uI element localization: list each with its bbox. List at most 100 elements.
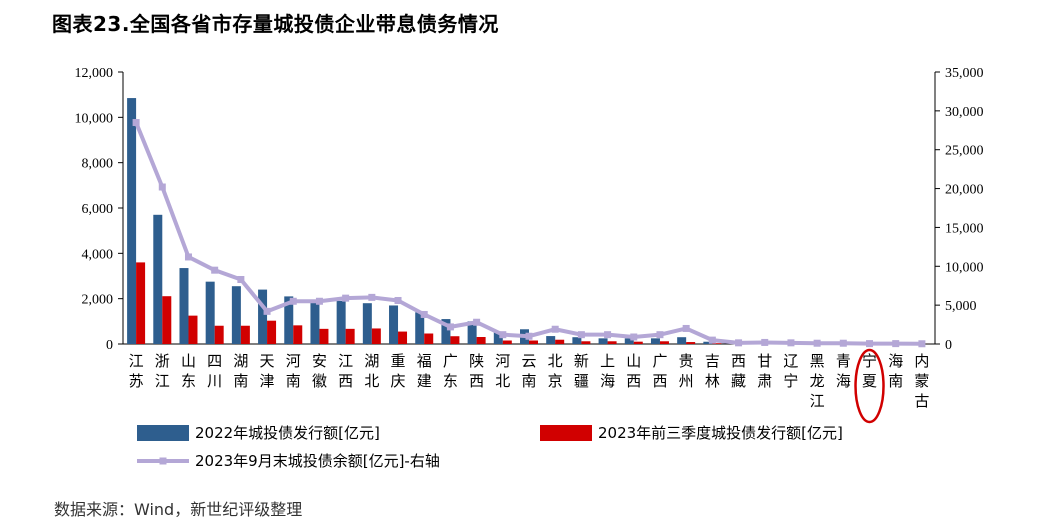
bar-2022-issuance xyxy=(258,289,268,344)
bar-2022-issuance xyxy=(127,98,137,344)
line-point-2023-sept-balance xyxy=(787,339,795,347)
figure-title: 图表23.全国各省市存量城投债企业带息债务情况 xyxy=(52,12,499,36)
bar-2023q3-issuance xyxy=(659,341,669,344)
legend-2023-sept-balance-marker xyxy=(159,457,167,465)
bar-2023q3-issuance xyxy=(424,333,434,344)
bar-2022-issuance xyxy=(467,321,477,344)
bar-2023q3-issuance xyxy=(686,342,696,344)
category-label: 河南 xyxy=(286,352,301,390)
category-label: 天津 xyxy=(260,352,275,390)
category-label: 安徽 xyxy=(312,352,327,390)
y-left-tick-label: 10,000 xyxy=(75,111,114,126)
bar-2022-issuance xyxy=(441,319,451,344)
line-point-2023-sept-balance xyxy=(525,332,533,340)
bar-2023q3-issuance xyxy=(633,341,643,344)
line-point-2023-sept-balance xyxy=(630,333,638,341)
y-right-tick-label: 20,000 xyxy=(945,183,984,198)
line-point-2023-sept-balance xyxy=(263,307,271,315)
y-left-tick-label: 0 xyxy=(106,338,113,353)
line-point-2023-sept-balance xyxy=(315,297,323,305)
y-left-tick-label: 8,000 xyxy=(82,157,114,172)
bar-2022-issuance xyxy=(336,300,346,344)
category-label: 云南 xyxy=(521,352,536,390)
line-point-2023-sept-balance xyxy=(473,318,481,326)
bar-2022-issuance xyxy=(179,268,189,344)
line-point-2023-sept-balance xyxy=(420,310,428,318)
y-left-tick-label: 4,000 xyxy=(82,247,114,262)
line-point-2023-sept-balance xyxy=(342,294,350,302)
category-label: 江苏 xyxy=(129,352,144,390)
line-point-2023-sept-balance xyxy=(132,119,140,127)
bar-2022-issuance xyxy=(362,303,372,344)
y-right-tick-label: 15,000 xyxy=(945,221,984,236)
line-point-2023-sept-balance xyxy=(237,275,245,283)
category-label: 陕西 xyxy=(469,352,484,390)
line-point-2023-sept-balance xyxy=(394,296,402,304)
bar-2022-issuance xyxy=(703,341,713,344)
category-label: 浙江 xyxy=(155,352,170,390)
category-label: 上海 xyxy=(600,352,615,390)
bar-2023q3-issuance xyxy=(188,315,198,344)
chart: 0 2,000 4,000 6,000 8,000 10,000 12,000 0 5,000 1… xyxy=(75,66,984,470)
bar-2023q3-issuance xyxy=(162,296,172,344)
line-point-2023-sept-balance xyxy=(761,338,769,346)
category-label: 内蒙古 xyxy=(914,352,929,410)
category-label: 广东 xyxy=(443,352,458,390)
bar-2022-issuance xyxy=(677,337,687,344)
bar-2022-issuance xyxy=(493,331,503,344)
bar-2022-issuance xyxy=(624,338,634,344)
bar-2023q3-issuance xyxy=(345,328,355,344)
bar-2023q3-issuance xyxy=(214,325,224,344)
line-point-2023-sept-balance xyxy=(499,331,507,339)
legend-2023-sept-balance-label: 2023年9月末城投债余额[亿元]-右轴 xyxy=(195,452,440,470)
category-label: 辽宁 xyxy=(783,352,798,390)
line-point-2023-sept-balance xyxy=(892,340,900,348)
bar-2022-issuance xyxy=(310,299,320,344)
bar-2023q3-issuance xyxy=(502,340,512,344)
bar-2022-issuance xyxy=(650,338,660,344)
line-point-2023-sept-balance xyxy=(866,340,874,348)
line-point-2023-sept-balance xyxy=(839,339,847,347)
y-right-tick-label: 10,000 xyxy=(945,260,984,275)
legend-2022-issuance-swatch xyxy=(137,425,189,441)
category-label: 广西 xyxy=(652,352,667,390)
category-label: 吉林 xyxy=(705,352,720,390)
category-label: 河北 xyxy=(495,352,510,390)
bar-2023q3-issuance xyxy=(398,331,408,344)
bar-2023q3-issuance xyxy=(581,341,591,344)
bar-2023q3-issuance xyxy=(293,325,303,344)
bar-2022-issuance xyxy=(415,312,425,344)
category-label: 黑龙江 xyxy=(810,352,825,410)
y-left-tick-label: 2,000 xyxy=(82,293,114,308)
category-label: 北京 xyxy=(548,352,563,390)
bar-2022-issuance xyxy=(598,338,608,344)
y-left-tick-label: 12,000 xyxy=(75,66,114,81)
line-point-2023-sept-balance xyxy=(289,297,297,305)
bar-2022-issuance xyxy=(572,337,582,344)
y-left-tick-label: 6,000 xyxy=(82,202,114,217)
category-label: 山东 xyxy=(181,352,196,390)
category-label: 青海 xyxy=(836,352,851,390)
bar-2023q3-issuance xyxy=(240,325,250,344)
category-label: 宁夏 xyxy=(862,352,877,390)
bar-2022-issuance xyxy=(546,336,556,344)
legend-2023q3-issuance-label: 2023年前三季度城投债发行额[亿元] xyxy=(598,424,843,442)
category-label: 湖南 xyxy=(233,352,248,390)
y-right-tick-label: 25,000 xyxy=(945,144,984,159)
y-right-tick-label: 0 xyxy=(945,338,952,353)
y-right-tick-label: 30,000 xyxy=(945,105,984,120)
bar-2022-issuance xyxy=(205,281,215,344)
bar-2023q3-issuance xyxy=(607,341,617,344)
line-point-2023-sept-balance xyxy=(446,323,454,331)
highlight-ellipse xyxy=(854,348,885,424)
bar-2023q3-issuance xyxy=(371,328,381,344)
category-label: 四川 xyxy=(207,352,222,390)
category-label: 江西 xyxy=(338,352,353,390)
category-label: 甘肃 xyxy=(757,352,772,390)
line-point-2023-sept-balance xyxy=(184,253,192,261)
legend-2022-issuance-label: 2022年城投债发行额[亿元] xyxy=(195,424,380,442)
line-point-2023-sept-balance xyxy=(735,339,743,347)
category-label: 福建 xyxy=(417,352,432,390)
category-label: 新疆 xyxy=(574,352,589,390)
bar-2023q3-issuance xyxy=(319,328,329,344)
